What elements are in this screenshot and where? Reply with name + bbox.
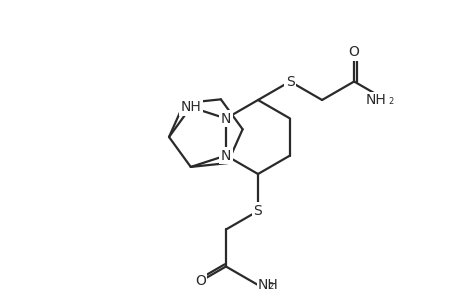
Text: NH: NH — [180, 100, 201, 114]
Text: NH: NH — [257, 278, 278, 292]
Text: $_2$: $_2$ — [387, 94, 394, 106]
Text: S: S — [253, 204, 262, 218]
Text: NH: NH — [364, 93, 386, 107]
Text: N: N — [220, 112, 230, 125]
Text: $_2$: $_2$ — [268, 278, 274, 292]
Text: N: N — [220, 148, 230, 163]
Text: O: O — [348, 45, 359, 59]
Text: O: O — [195, 274, 205, 288]
Text: S: S — [285, 74, 294, 88]
